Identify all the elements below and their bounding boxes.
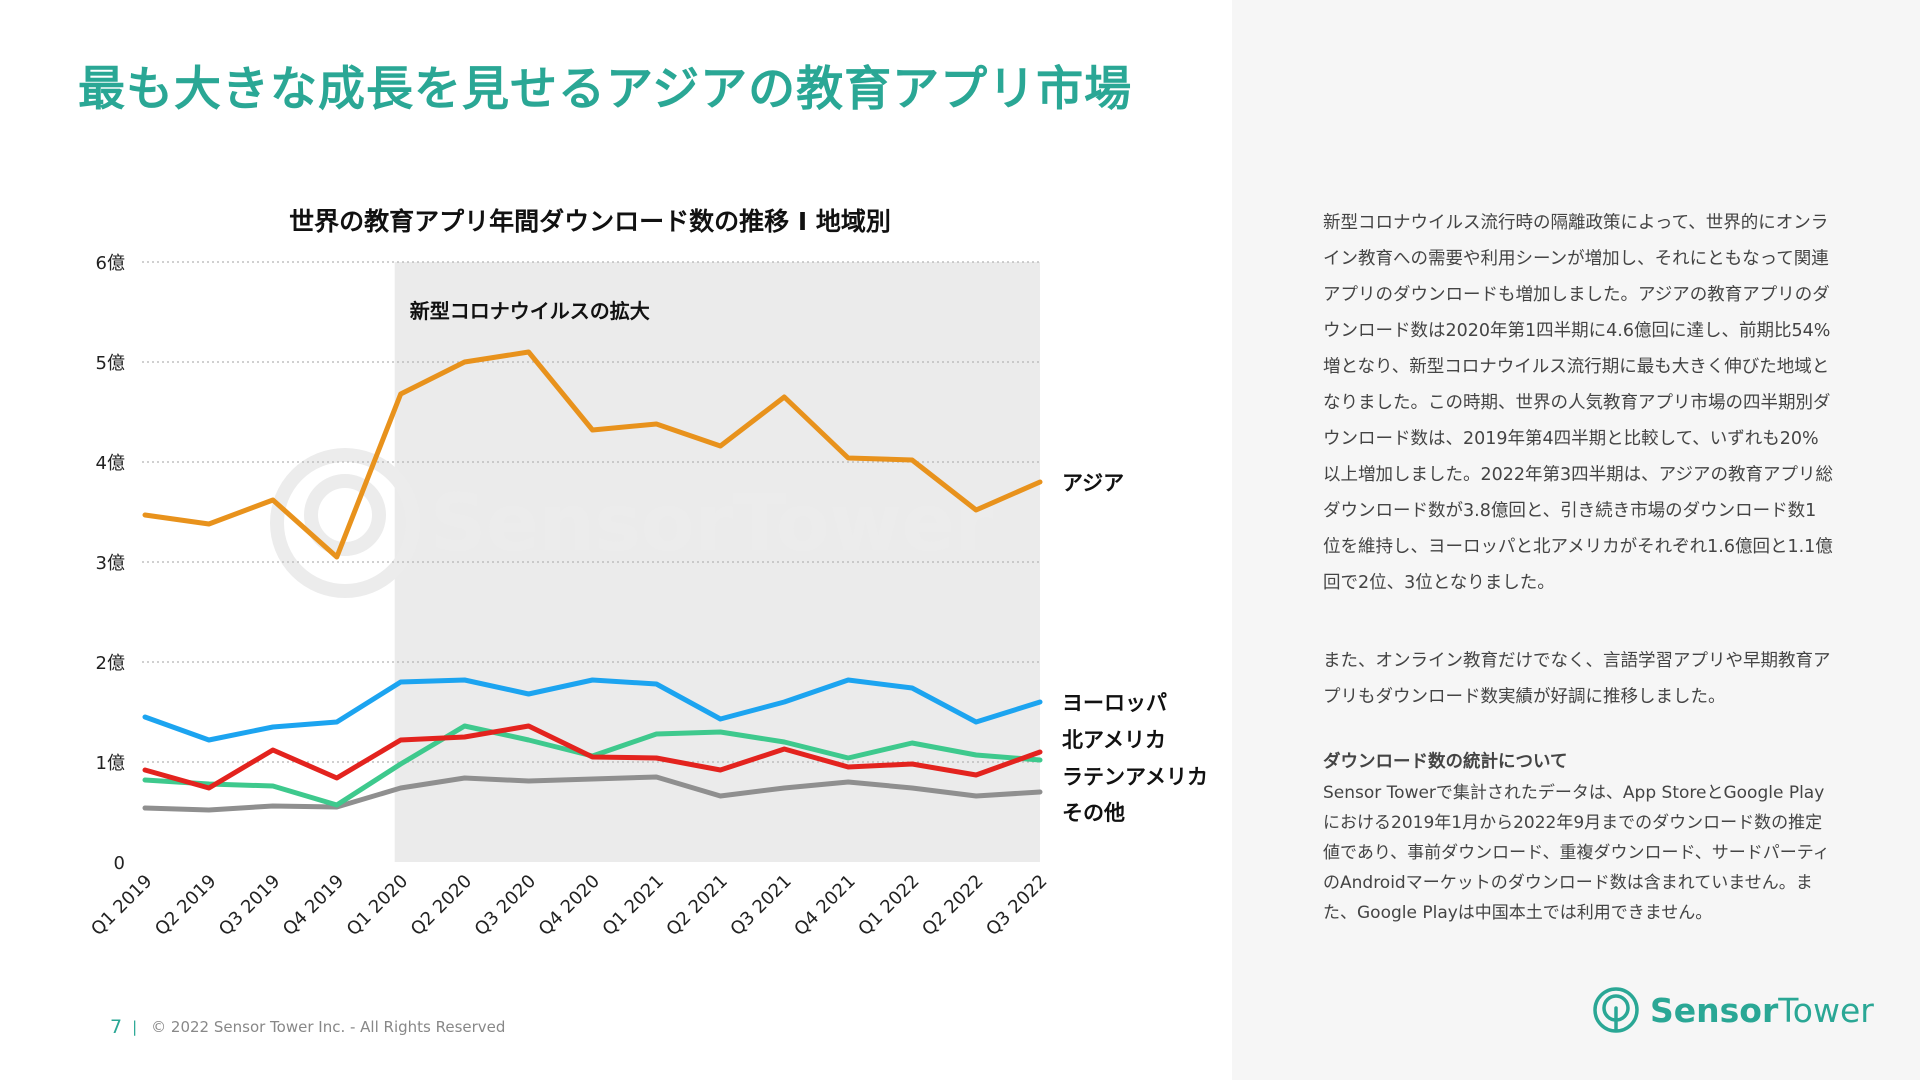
series-label: ヨーロッパ <box>1062 691 1167 715</box>
series-label: アジア <box>1062 471 1124 495</box>
x-tick-label: Q1 2022 <box>854 871 923 940</box>
y-tick-label: 0 <box>114 853 125 874</box>
sensor-tower-logo-icon <box>1593 987 1639 1033</box>
y-tick-label: 1億 <box>96 753 125 774</box>
x-tick-label: Q2 2019 <box>151 871 220 940</box>
x-tick-label: Q1 2021 <box>599 871 668 940</box>
x-tick-label: Q3 2019 <box>215 871 284 940</box>
series-label: 北アメリカ <box>1062 728 1166 752</box>
x-tick-label: Q3 2021 <box>726 871 795 940</box>
highlight-label: 新型コロナウイルスの拡大 <box>410 299 650 323</box>
x-tick-label: Q2 2022 <box>918 871 987 940</box>
sensor-tower-logo: SensorTower <box>1592 986 1874 1034</box>
y-tick-label: 2億 <box>96 653 125 674</box>
x-tick-label: Q4 2019 <box>279 871 348 940</box>
page-title: 最も大きな成長を見せるアジアの教育アプリ市場 <box>78 62 1133 117</box>
description-paragraph-1: 新型コロナウイルス流行時の隔離政策によって、世界的にオンライン教育への需要や利用… <box>1323 213 1833 593</box>
logo-word-1: Sensor <box>1650 990 1779 1030</box>
chart-series-lines <box>142 349 1043 813</box>
series-label: その他 <box>1062 801 1125 825</box>
x-tick-label: Q1 2020 <box>343 871 412 940</box>
series-line <box>142 723 1043 791</box>
logo-wordmark: SensorTower <box>1650 991 1874 1030</box>
description-paragraph-2: また、オンライン教育だけでなく、言語学習アプリや早期教育アプリもダウンロード数実… <box>1323 651 1831 707</box>
note-body: Sensor Towerで集計されたデータは、App StoreとGoogle … <box>1323 783 1830 923</box>
copyright-text: © 2022 Sensor Tower Inc. - All Rights Re… <box>151 1018 506 1036</box>
x-tick-label: Q3 2020 <box>471 871 540 940</box>
sensor-tower-watermark: SensorTower <box>270 448 993 598</box>
chart-title: 世界の教育アプリ年間ダウンロード数の推移 I 地域別 <box>289 207 891 236</box>
x-tick-label: Q4 2020 <box>535 871 604 940</box>
watermark-inner-icon <box>304 474 386 556</box>
y-axis-ticks: 0 1億 2億 3億 4億 5億 6億 <box>96 253 125 874</box>
x-tick-label: Q1 2019 <box>87 871 156 940</box>
y-tick-label: 3億 <box>96 553 125 574</box>
footer: 7 | © 2022 Sensor Tower Inc. - All Right… <box>110 1016 505 1038</box>
side-panel <box>1232 0 1920 1080</box>
logo-word-2: Tower <box>1778 990 1874 1030</box>
page-number: 7 <box>110 1016 123 1038</box>
x-tick-label: Q4 2021 <box>790 871 859 940</box>
series-label: ラテンアメリカ <box>1062 765 1208 789</box>
y-tick-label: 6億 <box>96 253 125 274</box>
y-tick-label: 5億 <box>96 353 125 374</box>
series-line <box>142 349 1043 560</box>
x-tick-label: Q2 2020 <box>407 871 476 940</box>
x-tick-label: Q2 2021 <box>662 871 731 940</box>
footer-separator: | <box>132 1018 138 1036</box>
series-line <box>142 774 1043 813</box>
watermark-ring-icon <box>270 448 420 598</box>
watermark-text: SensorTower <box>430 479 993 569</box>
y-tick-label: 4億 <box>96 453 125 474</box>
series-line <box>142 677 1043 743</box>
x-tick-label: Q3 2022 <box>982 871 1051 940</box>
note-heading: ダウンロード数の統計について <box>1323 752 1568 772</box>
